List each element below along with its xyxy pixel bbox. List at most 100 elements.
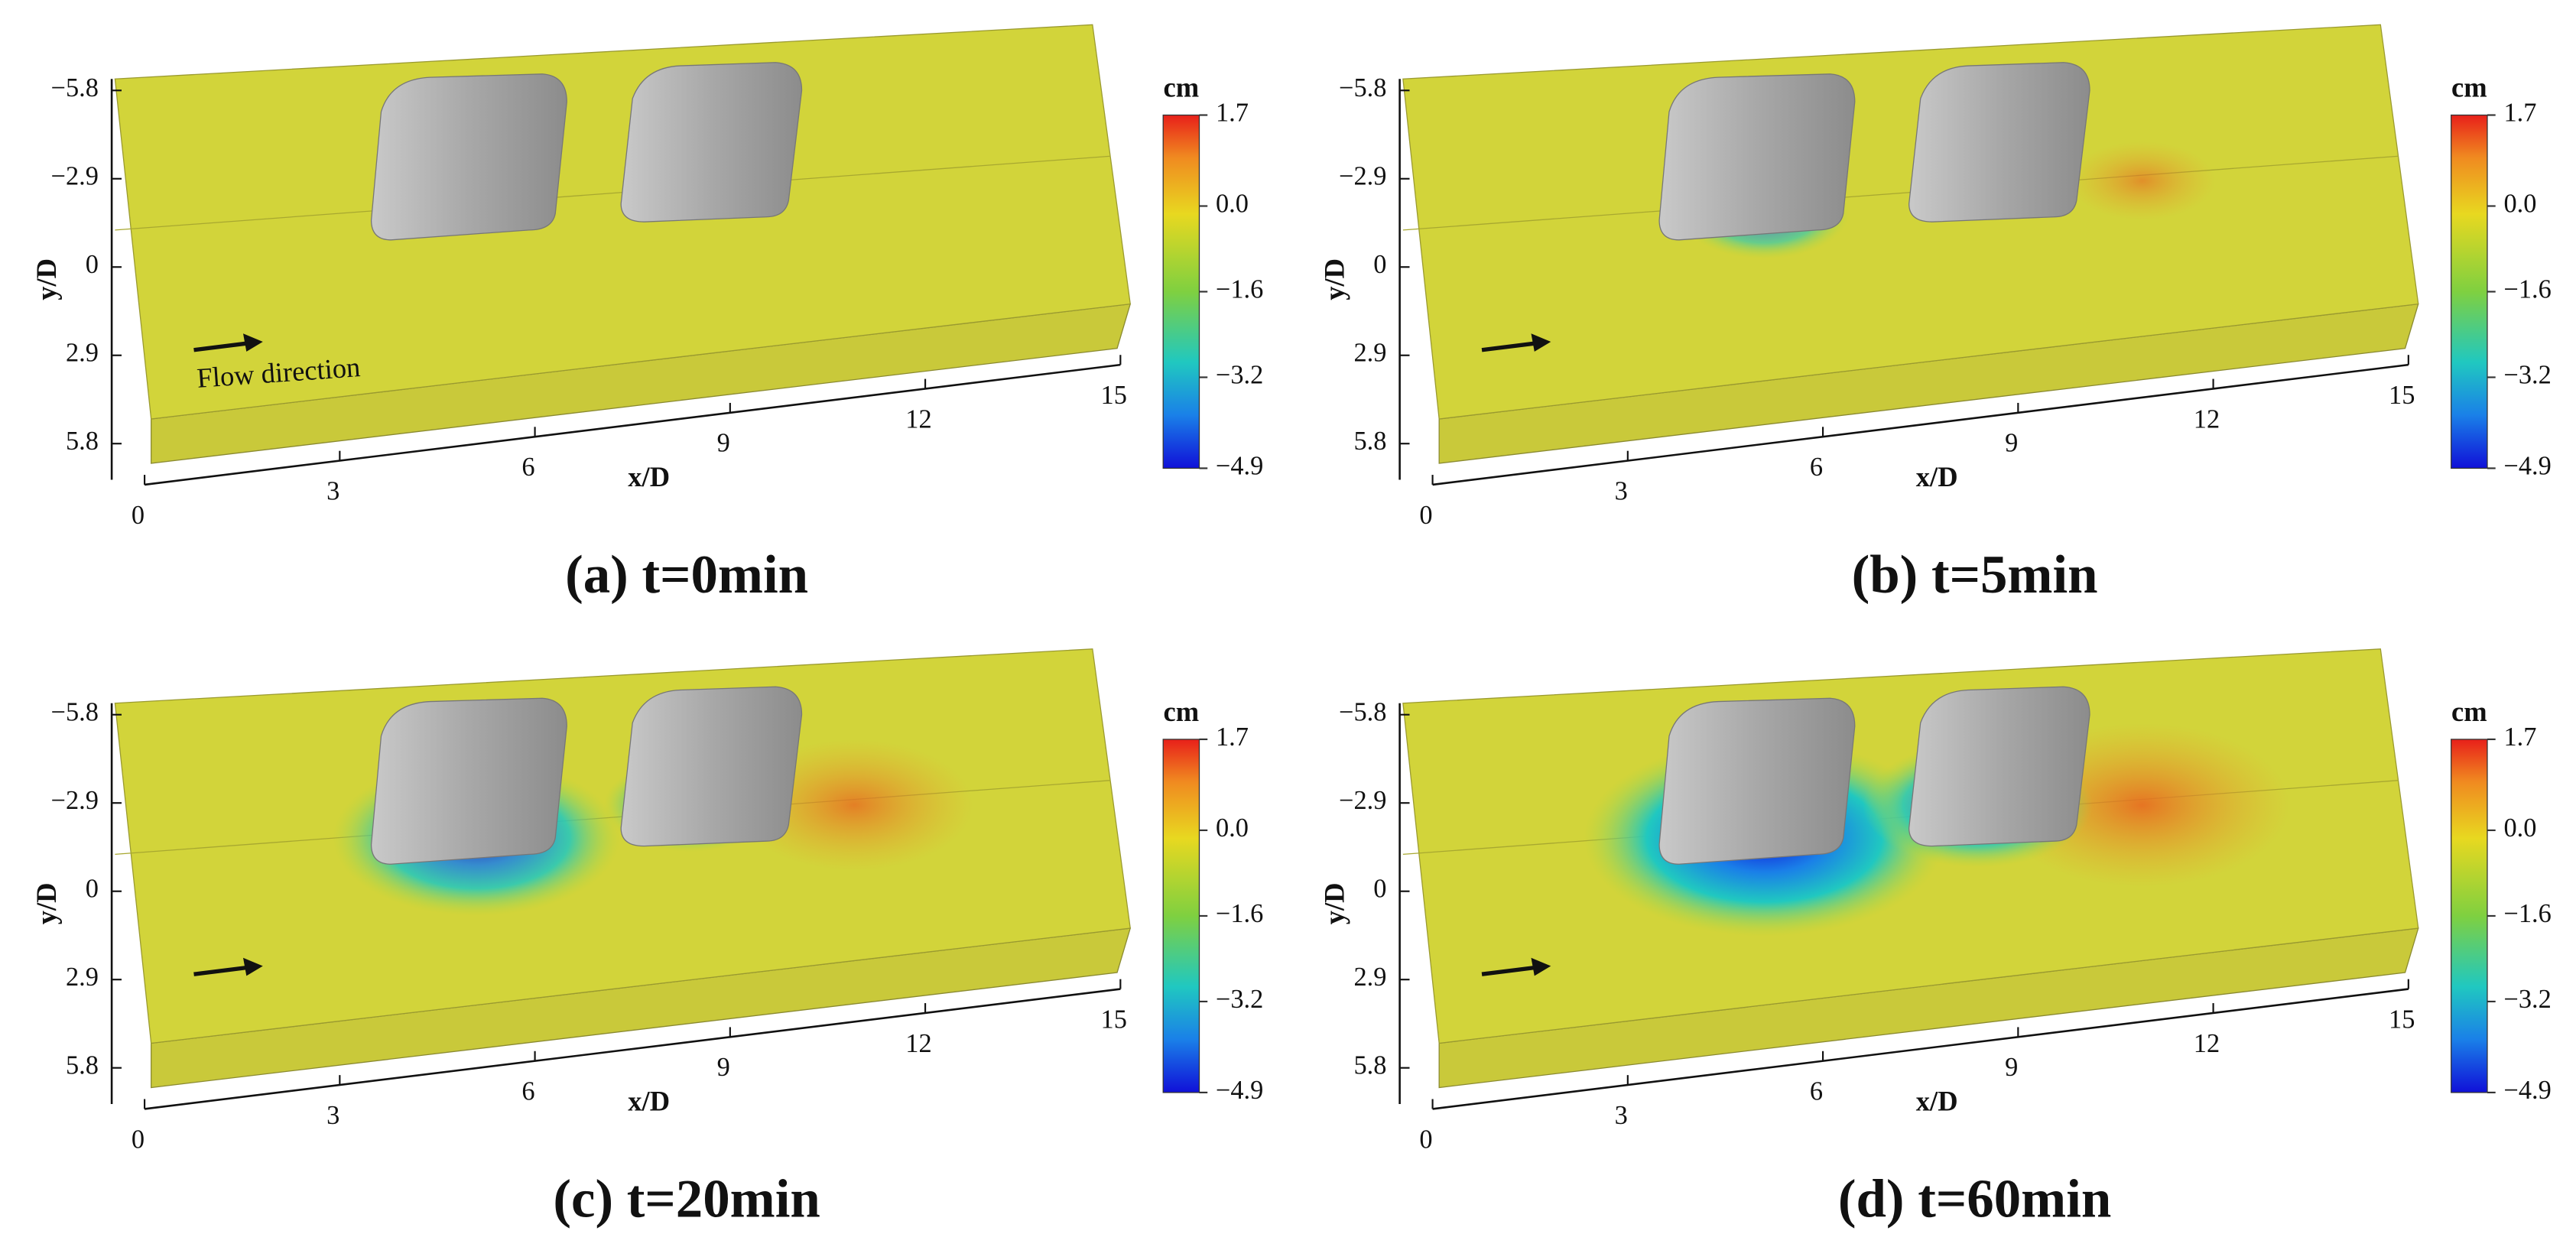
colorbar [2451,739,2488,1093]
x-tick-label: 15 [1101,1005,1127,1034]
x-tick-label: 0 [132,501,145,530]
flow-arrow [1481,341,1535,352]
y-tick-label: 2.9 [66,963,99,992]
flow-arrow [193,965,247,976]
y-tick-label: 0 [86,250,99,279]
colorbar-unit: cm [1164,72,1200,103]
slab-top [1402,24,2419,420]
colorbar-tick-label: 1.7 [1216,98,1249,127]
pier-block [370,73,567,241]
x-tick-label: 12 [905,404,931,434]
x-tick-label: 9 [717,1053,730,1082]
pier-block [1658,697,1856,865]
caption: (a) t=0min [565,545,808,605]
slab-seam [1402,155,2399,231]
x-axis-line [1432,363,2409,486]
panel: −5.8 −2.9 0 2.9 5.8 y/D 0 3 6 9 12 15 x/D cm 1.7 0.0 −1.… [1318,648,2552,1229]
x-tick-label: 15 [1101,381,1127,410]
x-tick-label: 12 [2194,404,2220,434]
colorbar-tick-label: −1.6 [2503,899,2551,928]
colorbar-unit: cm [2451,696,2487,727]
y-tick-label: 5.8 [66,1051,99,1080]
colorbar [2451,114,2488,469]
x-tick-label: 9 [2005,429,2018,458]
x-tick-label: 9 [717,429,730,458]
y-tick-label: −5.8 [51,73,99,102]
colorbar-tick-label: −4.9 [1216,1076,1263,1105]
colorbar-tick-label: −3.2 [2503,360,2551,389]
x-tick-label: 12 [905,1029,931,1058]
colorbar-tick-label: 0.0 [1216,189,1249,218]
x-axis-label: x/D [1916,1085,1958,1116]
y-axis-label: y/D [1318,258,1350,300]
x-axis-line [1432,988,2409,1110]
flow-arrowhead [1531,957,1551,976]
x-tick-label: 12 [2194,1029,2220,1058]
x-tick-label: 3 [326,476,339,505]
x-tick-label: 0 [1419,501,1432,530]
colorbar-tick-label: −4.9 [2503,1076,2551,1105]
colorbar-unit: cm [1164,696,1200,727]
colorbar-tick-label: −1.6 [2503,274,2551,304]
pier-block [370,697,567,865]
flow-arrowhead [1531,333,1551,352]
y-tick-label: −2.9 [1339,162,1386,191]
y-tick-label: −2.9 [1339,786,1386,815]
colorbar-tick-label: 0.0 [2503,813,2536,843]
y-axis-label: y/D [31,258,62,300]
y-tick-label: 0 [1373,250,1386,279]
y-tick-label: 2.9 [66,339,99,368]
flow-arrow [1481,965,1535,976]
y-tick-label: −2.9 [51,162,99,191]
colorbar-tick-label: −3.2 [1216,360,1263,389]
y-tick-label: 2.9 [1353,339,1386,368]
x-tick-label: 6 [1810,1077,1823,1106]
x-tick-label: 6 [521,453,534,482]
caption: (c) t=20min [553,1169,820,1229]
caption: (b) t=5min [1852,545,2098,605]
x-axis-label: x/D [1916,461,1958,492]
x-tick-label: 0 [1419,1125,1432,1154]
colorbar [1162,739,1200,1093]
colorbar-tick-label: 1.7 [1216,723,1249,752]
y-tick-label: 0 [1373,875,1386,904]
y-tick-label: 2.9 [1353,963,1386,992]
flow-arrowhead [242,333,263,352]
pier-block [1908,686,2090,847]
y-tick-label: 0 [86,875,99,904]
x-tick-label: 15 [2389,381,2415,410]
colorbar-unit: cm [2451,72,2487,103]
pier-block [620,62,803,222]
colorbar [1162,114,1200,469]
y-tick-label: 5.8 [1353,427,1386,456]
x-tick-label: 15 [2389,1005,2415,1034]
flow-arrow [193,341,247,352]
y-tick-label: −5.8 [51,698,99,727]
x-axis-line [144,988,1121,1110]
x-tick-label: 3 [326,1101,339,1130]
x-axis-label: x/D [628,461,670,492]
y-tick-label: 5.8 [66,427,99,456]
y-tick-label: −5.8 [1339,73,1386,102]
flow-arrowhead [242,957,263,976]
colorbar-tick-label: −1.6 [1216,274,1263,304]
colorbar-tick-label: −3.2 [1216,985,1263,1014]
caption: (d) t=60min [1838,1169,2111,1229]
colorbar-tick-label: 0.0 [2503,189,2536,218]
x-tick-label: 3 [1615,1101,1628,1130]
x-tick-label: 3 [1615,476,1628,505]
colorbar-tick-label: −4.9 [2503,451,2551,480]
x-tick-label: 0 [132,1125,145,1154]
colorbar-tick-label: −4.9 [1216,451,1263,480]
colorbar-tick-label: 0.0 [1216,813,1249,843]
y-axis-label: y/D [1318,882,1350,924]
pier-block [1658,73,1856,241]
colorbar-tick-label: 1.7 [2503,98,2536,127]
x-axis-label: x/D [628,1085,670,1116]
colorbar-tick-label: −3.2 [2503,985,2551,1014]
panel: −5.8 −2.9 0 2.9 5.8 y/D 0 3 6 9 12 15 x/D cm 1.7 0.0 −1.… [31,648,1263,1229]
x-tick-label: 6 [521,1077,534,1106]
y-tick-label: −2.9 [51,786,99,815]
